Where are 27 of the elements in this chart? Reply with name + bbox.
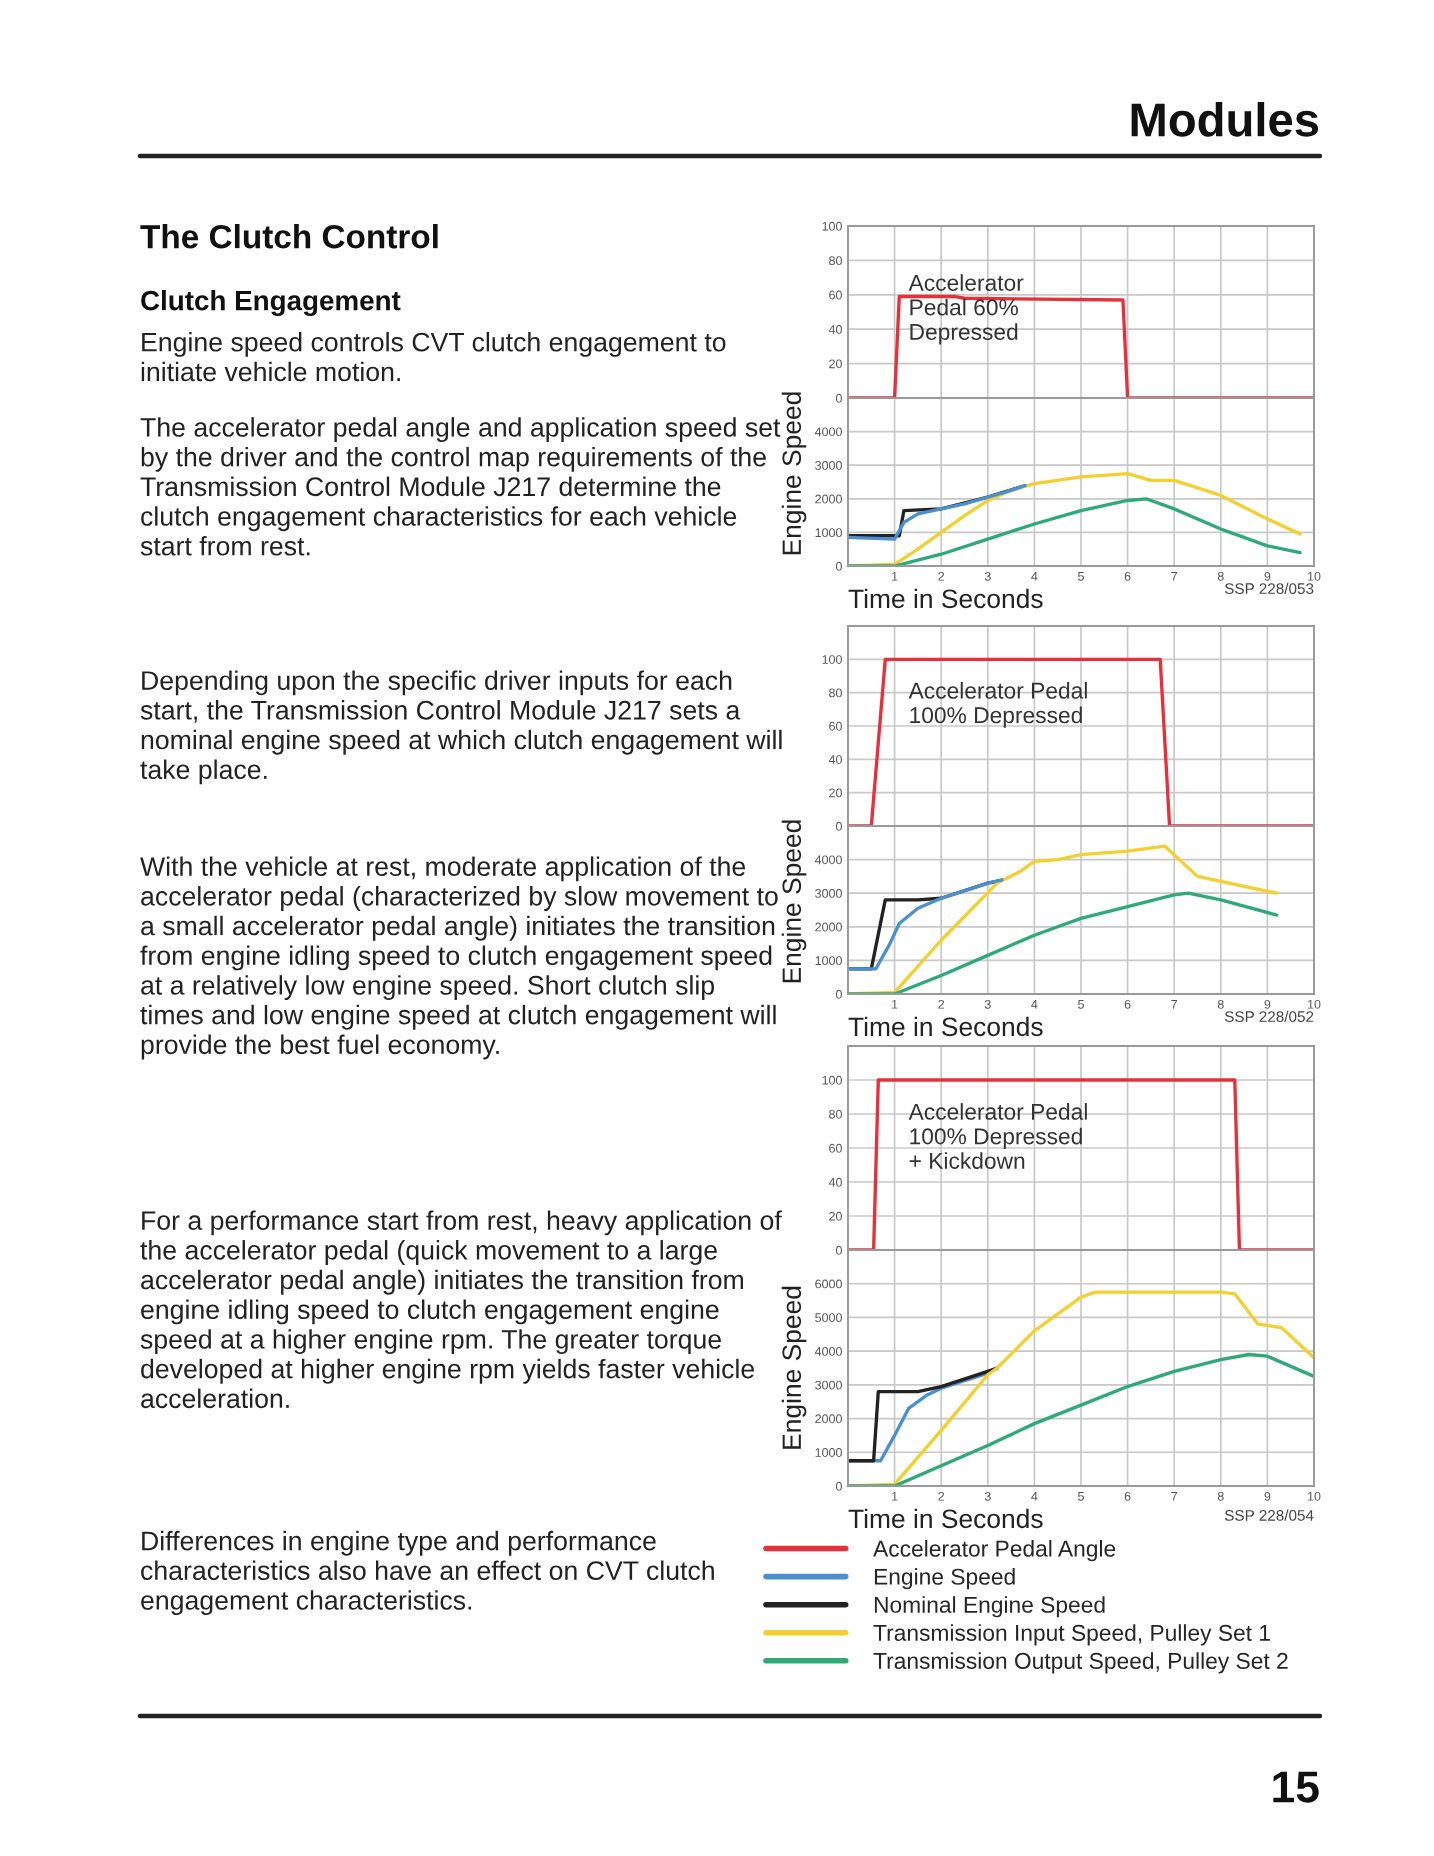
text: The Clutch Control bbox=[140, 224, 438, 249]
legend-label: Nominal Engine Speed bbox=[874, 1596, 1105, 1618]
text: Differences in engine type and performance characteristics also have an effect on CVT clutch engagement characteristics. bbox=[141, 1530, 714, 1616]
text: Modules bbox=[1131, 101, 1319, 137]
y-axis-title: Engine Speed bbox=[781, 392, 807, 555]
annotation: Accelerator Pedal 100% Depressed bbox=[908, 682, 1087, 728]
x-axis-title: Time in Seconds bbox=[848, 1016, 1043, 1037]
x-axis-title: Time in Seconds bbox=[848, 588, 1043, 609]
line-series bbox=[848, 891, 1279, 994]
x-axis-title: Time in Seconds bbox=[848, 1508, 1043, 1529]
legend-label: Transmission Input Speed, Pulley Set 1 bbox=[873, 1624, 1270, 1646]
text: The accelerator pedal angle and application speed set by the driver and the control map requirements of the Transmission Control Module J217 determine the clutch engagement characteristics for each vehicle start from rest. bbox=[140, 417, 781, 556]
annotation: Accelerator Pedal 60% Depressed bbox=[908, 274, 1024, 345]
text: For a performance start from rest, heavy application of the accelerator pedal (quick movement to a large accelerator pedal angle) initiates the transition from engine idling speed to clutch engagement engine speed at a higher engine rpm. The greater torque developed at higher engine rpm yields faster vehicle acceleration. bbox=[140, 1210, 782, 1409]
annotation: Accelerator Pedal 100% Depressed + Kickdown bbox=[908, 1103, 1087, 1169]
text: Depending upon the specific driver inputs for each start, the Transmission Control Module J217 sets a nominal engine speed at which clutch engagement will take place. bbox=[140, 670, 782, 785]
text: Clutch Engagement bbox=[141, 290, 401, 317]
y-axis-title: Engine Speed bbox=[781, 820, 807, 983]
text: With the vehicle at rest, moderate application of the accelerator pedal (characterized by slow movement to a small accelerator pedal angle) initiates the transition from engine idling speed to clutch engagement speed at a relatively low engine speed. Short clutch slip times and low engine speed at clutch engagement will provide the best fuel economy. bbox=[140, 856, 778, 1060]
legend-label: Accelerator Pedal Angle bbox=[873, 1540, 1116, 1562]
y-axis-title: Engine Speed bbox=[781, 1286, 807, 1449]
legend-label: Transmission Output Speed, Pulley Set 2 bbox=[873, 1652, 1288, 1674]
legend-label: Engine Speed bbox=[874, 1568, 1015, 1590]
text: Engine speed controls CVT clutch engagement to initiate vehicle motion. bbox=[141, 332, 726, 382]
line-series bbox=[848, 497, 1302, 566]
text: 15 bbox=[1273, 1771, 1319, 1803]
line-series bbox=[848, 1366, 999, 1463]
